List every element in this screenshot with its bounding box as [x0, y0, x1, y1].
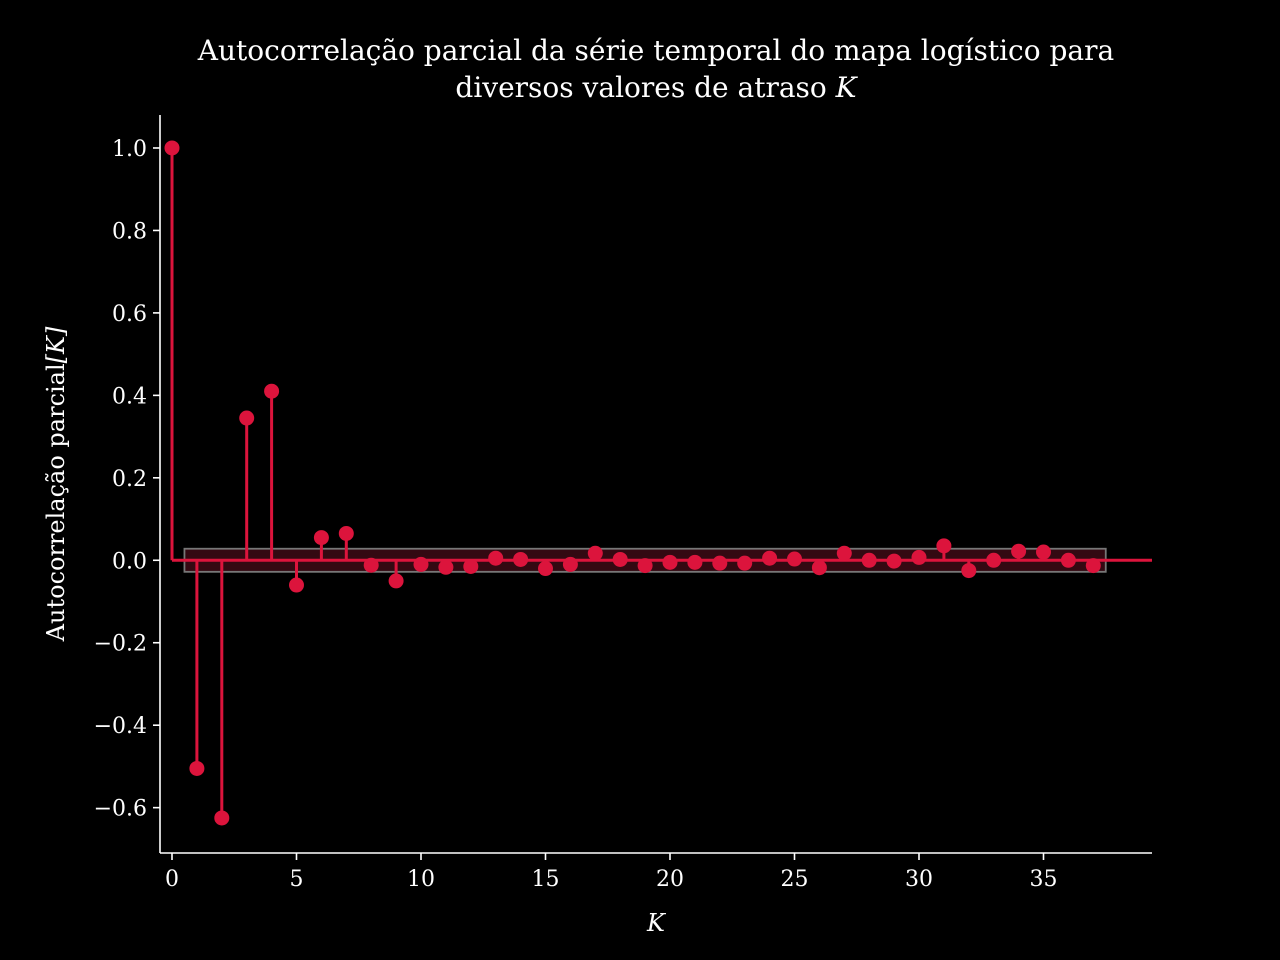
y-tick-label: 1.0: [112, 137, 147, 162]
stem-marker: [562, 556, 578, 572]
stem-marker: [388, 573, 404, 589]
stem-marker: [861, 552, 877, 568]
stem-marker: [1085, 558, 1101, 574]
chart-title-line-2-var: K: [835, 71, 859, 104]
stem-marker: [239, 410, 255, 426]
x-tick-label: 5: [290, 867, 304, 892]
stem-marker: [986, 552, 1002, 568]
stem-marker: [637, 558, 653, 574]
y-tick-label: 0.2: [112, 467, 147, 492]
stem-marker: [836, 545, 852, 561]
stem-marker: [488, 550, 504, 566]
stem-marker: [961, 563, 977, 579]
x-axis-label: K: [646, 909, 667, 937]
stem-marker: [911, 549, 927, 565]
stem-marker: [762, 550, 778, 566]
stem-marker: [463, 558, 479, 574]
stem-marker: [587, 545, 603, 561]
stem-marker: [264, 383, 280, 399]
x-tick-label: 20: [656, 867, 684, 892]
y-axis-label-text: Autocorrelação parcial: [42, 363, 70, 642]
stem-marker: [1011, 543, 1027, 559]
y-tick-label: 0.0: [112, 549, 147, 574]
stem-marker: [513, 551, 529, 567]
x-ticks: 0 5 10 15 20 25 30 35: [165, 853, 1058, 892]
x-tick-label: 15: [532, 867, 560, 892]
y-axis-label: Autocorrelação parcial[K]: [42, 326, 70, 642]
y-tick-label: −0.2: [94, 632, 147, 657]
stem-marker: [1036, 544, 1051, 560]
stem-marker: [687, 554, 703, 570]
stem-marker: [189, 760, 205, 776]
stem-marker: [936, 538, 952, 554]
stem-series: [164, 140, 1152, 826]
chart-title-line-2-text: diversos valores de atraso: [455, 71, 835, 104]
y-tick-label: 0.8: [112, 219, 147, 244]
stem-marker: [886, 553, 902, 569]
stem-marker: [612, 551, 628, 567]
stem-marker: [214, 810, 230, 826]
stem-marker: [289, 577, 304, 593]
stem-marker: [538, 561, 553, 577]
stem-marker: [737, 555, 753, 571]
stem-marker: [438, 559, 454, 575]
x-tick-label: 25: [781, 867, 809, 892]
y-ticks: −0.6 −0.4 −0.2 0.0 0.2 0.4 0.6 0.8 1.0: [94, 137, 160, 822]
stem-marker: [164, 140, 180, 156]
stem-marker: [712, 555, 728, 571]
stem-marker: [313, 530, 329, 546]
y-tick-label: 0.4: [112, 384, 147, 409]
x-tick-label: 35: [1030, 867, 1058, 892]
x-tick-label: 30: [905, 867, 933, 892]
stem-marker: [787, 551, 802, 567]
stem-marker: [413, 556, 429, 572]
stem-marker: [363, 557, 379, 573]
y-tick-label: −0.4: [94, 714, 147, 739]
y-tick-label: −0.6: [94, 797, 147, 822]
x-tick-label: 0: [165, 867, 179, 892]
stem-marker: [662, 554, 678, 570]
stem-marker: [338, 525, 354, 541]
stem-marker: [1060, 552, 1076, 568]
y-tick-label: 0.6: [112, 302, 147, 327]
stem-marker: [811, 560, 827, 576]
chart-title-line-2: diversos valores de atraso K: [455, 71, 858, 104]
chart-title-line-1: Autocorrelação parcial da série temporal…: [197, 34, 1114, 67]
x-tick-label: 10: [407, 867, 435, 892]
axes: [159, 115, 1152, 854]
y-axis-label-var: [K]: [42, 326, 70, 363]
